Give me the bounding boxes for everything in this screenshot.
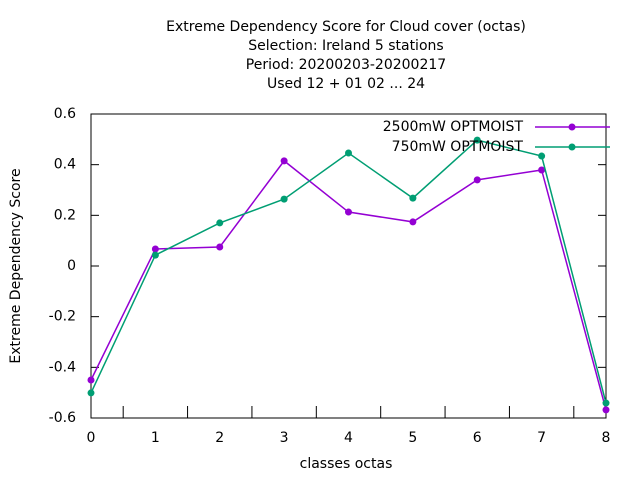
x-tick-label: 1 bbox=[151, 430, 160, 446]
y-tick-label: -0.6 bbox=[49, 410, 76, 426]
data-point bbox=[280, 157, 288, 165]
x-tick-label: 8 bbox=[602, 430, 611, 446]
y-tick-label: 0.4 bbox=[54, 157, 76, 173]
data-point bbox=[87, 389, 95, 397]
plot-frame bbox=[90, 113, 607, 419]
chart-title: Used 12 + 01 02 ... 24 bbox=[267, 76, 425, 92]
y-tick-label: 0.6 bbox=[54, 106, 76, 122]
data-point bbox=[345, 149, 352, 157]
y-tick-label: 0.2 bbox=[54, 207, 76, 223]
data-point bbox=[602, 406, 610, 414]
x-tick-label: 5 bbox=[408, 430, 417, 446]
data-point bbox=[409, 194, 417, 202]
x-tick-label: 6 bbox=[473, 430, 482, 446]
data-point bbox=[216, 243, 224, 251]
x-tick-label: 2 bbox=[215, 430, 224, 446]
data-point bbox=[151, 245, 159, 253]
x-tick-label: 7 bbox=[537, 430, 546, 446]
y-tick-label: 0 bbox=[67, 258, 76, 274]
chart-title: Selection: Ireland 5 stations bbox=[248, 38, 443, 54]
chart-title: Extreme Dependency Score for Cloud cover… bbox=[166, 19, 526, 35]
x-tick-label: 0 bbox=[87, 430, 96, 446]
x-tick-label: 4 bbox=[344, 430, 353, 446]
chart-title: Period: 20200203-20200217 bbox=[246, 57, 446, 73]
data-point bbox=[538, 152, 546, 160]
data-point bbox=[602, 399, 610, 407]
data-point bbox=[87, 376, 95, 384]
legend-marker bbox=[568, 143, 576, 151]
series-line bbox=[90, 139, 607, 404]
y-axis-label: Extreme Dependency Score bbox=[8, 168, 24, 363]
x-axis-label: classes octas bbox=[300, 456, 393, 472]
data-point bbox=[473, 176, 481, 184]
data-point bbox=[151, 251, 159, 259]
data-point bbox=[345, 208, 352, 216]
x-tick-label: 3 bbox=[280, 430, 289, 446]
legend-label: 750mW OPTMOIST bbox=[392, 139, 524, 155]
series-line bbox=[90, 159, 607, 411]
data-point bbox=[409, 218, 417, 226]
y-tick-label: -0.4 bbox=[49, 359, 76, 375]
data-point bbox=[216, 219, 224, 227]
data-point bbox=[538, 166, 546, 174]
data-point bbox=[473, 136, 481, 144]
legend-label: 2500mW OPTMOIST bbox=[383, 119, 524, 135]
y-tick-label: -0.2 bbox=[49, 309, 76, 325]
legend-marker bbox=[568, 123, 576, 131]
data-point bbox=[280, 195, 288, 203]
